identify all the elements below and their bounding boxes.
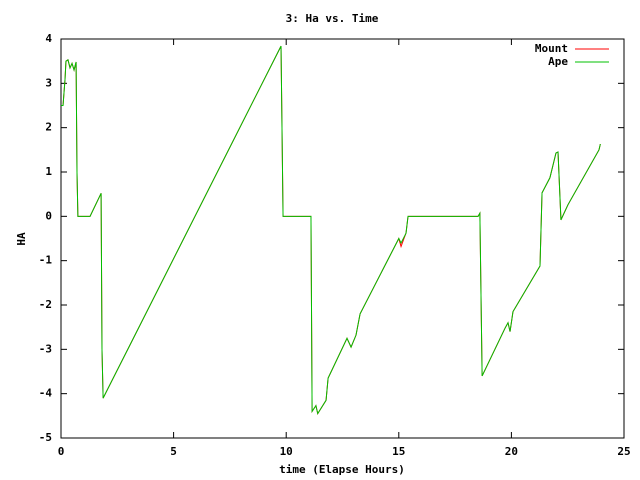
x-tick-label: 10 bbox=[280, 445, 293, 458]
x-tick-label: 0 bbox=[58, 445, 65, 458]
y-axis-label: HA bbox=[15, 232, 28, 246]
legend-label: Mount bbox=[535, 42, 568, 55]
x-tick-label: 15 bbox=[392, 445, 405, 458]
y-tick-label: -5 bbox=[39, 431, 52, 444]
y-tick-label: -1 bbox=[39, 254, 53, 267]
legend-label: Ape bbox=[548, 55, 568, 68]
series-line bbox=[61, 45, 601, 415]
y-tick-label: 3 bbox=[45, 76, 52, 89]
series-line bbox=[61, 45, 601, 415]
y-tick-label: -3 bbox=[39, 342, 52, 355]
y-tick-label: 2 bbox=[45, 121, 52, 134]
y-tick-label: 4 bbox=[45, 32, 52, 45]
x-tick-label: 5 bbox=[170, 445, 177, 458]
x-tick-label: 20 bbox=[505, 445, 518, 458]
y-tick-label: -2 bbox=[39, 298, 52, 311]
x-axis-label: time (Elapse Hours) bbox=[279, 463, 405, 476]
chart-title: 3: Ha vs. Time bbox=[286, 12, 379, 25]
y-tick-label: -4 bbox=[39, 387, 53, 400]
x-tick-label: 25 bbox=[617, 445, 630, 458]
y-tick-label: 1 bbox=[45, 165, 52, 178]
y-tick-label: 0 bbox=[45, 209, 52, 222]
plot-frame bbox=[60, 38, 625, 439]
